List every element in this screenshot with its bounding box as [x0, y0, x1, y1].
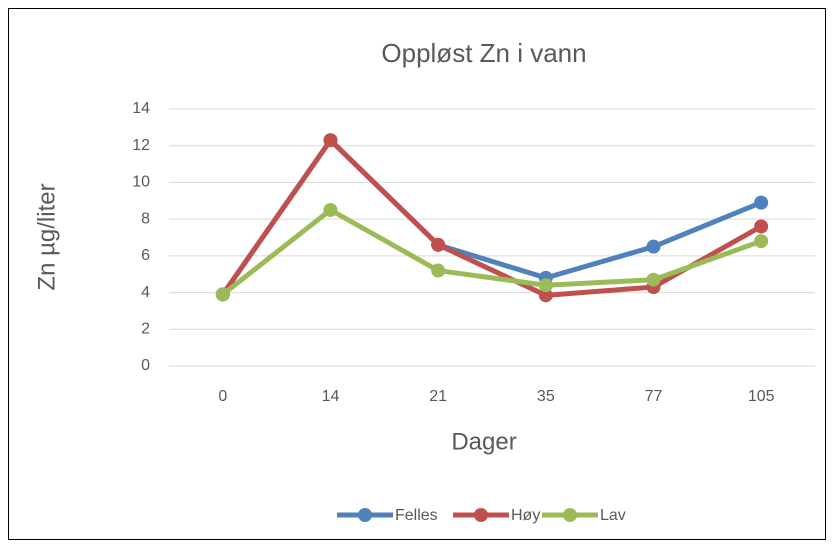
legend-label: Høy: [511, 507, 540, 524]
y-tick-label: 0: [141, 357, 150, 374]
data-point: [538, 288, 553, 303]
legend-label: Felles: [395, 507, 438, 524]
y-axis-title: Zn µg/liter: [33, 183, 60, 290]
data-point: [215, 287, 230, 302]
x-tick-label: 77: [645, 388, 663, 405]
data-point: [431, 263, 446, 278]
x-tick-label: 35: [537, 388, 555, 405]
y-tick-label: 8: [141, 210, 150, 227]
x-tick-label: 105: [748, 388, 775, 405]
data-point: [754, 195, 769, 210]
data-point: [323, 133, 338, 148]
x-tick-label: 0: [218, 388, 227, 405]
x-tick-label: 21: [429, 388, 447, 405]
y-tick-label: 4: [141, 284, 150, 301]
x-tick-label: 14: [322, 388, 340, 405]
chart-title: Oppløst Zn i vann: [381, 38, 586, 68]
data-point: [431, 237, 446, 252]
legend-marker: [358, 508, 372, 522]
series-line: [221, 207, 763, 297]
chart-frame: [8, 8, 826, 540]
legend-marker: [563, 508, 577, 522]
y-tick-label: 12: [132, 137, 150, 154]
x-axis-title: Dager: [451, 428, 516, 455]
y-tick-label: 2: [141, 321, 150, 338]
legend-label: Lav: [600, 507, 626, 524]
y-tick-label: 14: [132, 100, 150, 117]
data-point: [646, 239, 661, 254]
data-point: [538, 278, 553, 293]
data-point: [323, 202, 338, 217]
data-point: [754, 234, 769, 249]
y-tick-label: 10: [132, 174, 150, 191]
legend-marker: [474, 508, 488, 522]
data-point: [754, 219, 769, 234]
data-point: [646, 272, 661, 287]
y-tick-label: 6: [141, 247, 150, 264]
series-line: [220, 137, 763, 298]
